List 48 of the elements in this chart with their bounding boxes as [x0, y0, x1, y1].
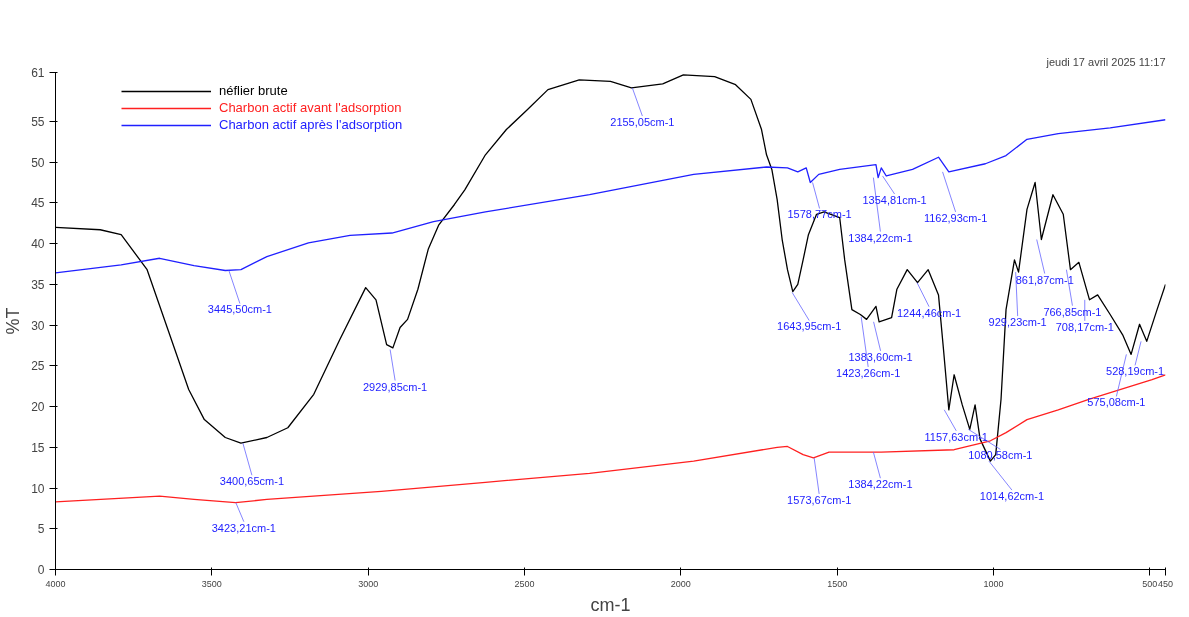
- annotation: 1014,62cm-1: [979, 490, 1045, 503]
- y-tick-label: 30: [31, 318, 45, 333]
- y-tick-label: 25: [31, 359, 45, 374]
- text: néflier brute: [219, 83, 288, 98]
- y-tick-label: 61: [31, 66, 45, 80]
- annotation: 2155,05cm-1: [610, 115, 675, 128]
- annotation: 1354,81cm-1: [862, 193, 927, 206]
- y-tick-label: 55: [31, 114, 45, 129]
- annotation: 1384,22cm-1: [848, 231, 913, 244]
- y-tick-label: 50: [31, 155, 45, 170]
- annotation: 3445,50cm-1: [207, 303, 272, 316]
- annotation: 861,87cm-1: [1015, 273, 1074, 286]
- annotation: 1162,93cm-1: [923, 211, 988, 224]
- annotation: 575,08cm-1: [1087, 396, 1146, 409]
- x-tick-label: 1000: [983, 578, 1004, 589]
- annotation: 1423,26cm-1: [836, 366, 901, 379]
- x-tick-label: 500: [1142, 578, 1158, 589]
- x-tick-label: 1500: [827, 578, 848, 589]
- annotation: 1383,60cm-1: [848, 350, 913, 363]
- annotation: 708,17cm-1: [1055, 320, 1114, 333]
- y-tick-label: 45: [31, 196, 45, 211]
- annotation: 766,85cm-1: [1043, 305, 1102, 318]
- y-tick-label: 5: [37, 522, 45, 537]
- x-tick-label: 2000: [670, 578, 691, 589]
- line-series: [55, 119, 1166, 274]
- y-tick-label: 35: [31, 277, 45, 292]
- x-axis-title: cm-1: [590, 594, 631, 615]
- text: Charbon actif avant l'adsorption: [219, 100, 402, 115]
- x-tick-label: 3000: [358, 578, 379, 589]
- annotation: 2929,85cm-1: [363, 380, 428, 393]
- y-tick-label: 15: [31, 440, 45, 455]
- annotation: 1643,95cm-1: [777, 320, 842, 333]
- x-tick-label: 4000: [45, 578, 66, 589]
- y-tick-label: 40: [31, 237, 45, 252]
- text: Charbon actif après l'adsorption: [219, 117, 403, 132]
- annotation: 1573,67cm-1: [787, 493, 852, 506]
- annotation: 3423,21cm-1: [211, 521, 276, 534]
- annotation: 1384,22cm-1: [848, 478, 913, 491]
- y-tick-label: 10: [31, 481, 45, 496]
- annotation: 528,19cm-1: [1106, 365, 1165, 378]
- y-tick-label: 20: [31, 400, 45, 415]
- x-tick-label: 3500: [201, 578, 222, 589]
- annotation: 3400,65cm-1: [219, 475, 285, 488]
- y-tick-label: 0: [37, 563, 45, 577]
- text: jeudi 17 avril 2025 11:17: [1045, 55, 1166, 68]
- y-axis-title: %T: [3, 307, 24, 335]
- x-tick-label: 2500: [514, 578, 535, 589]
- x-tick-label: 450: [1157, 578, 1174, 589]
